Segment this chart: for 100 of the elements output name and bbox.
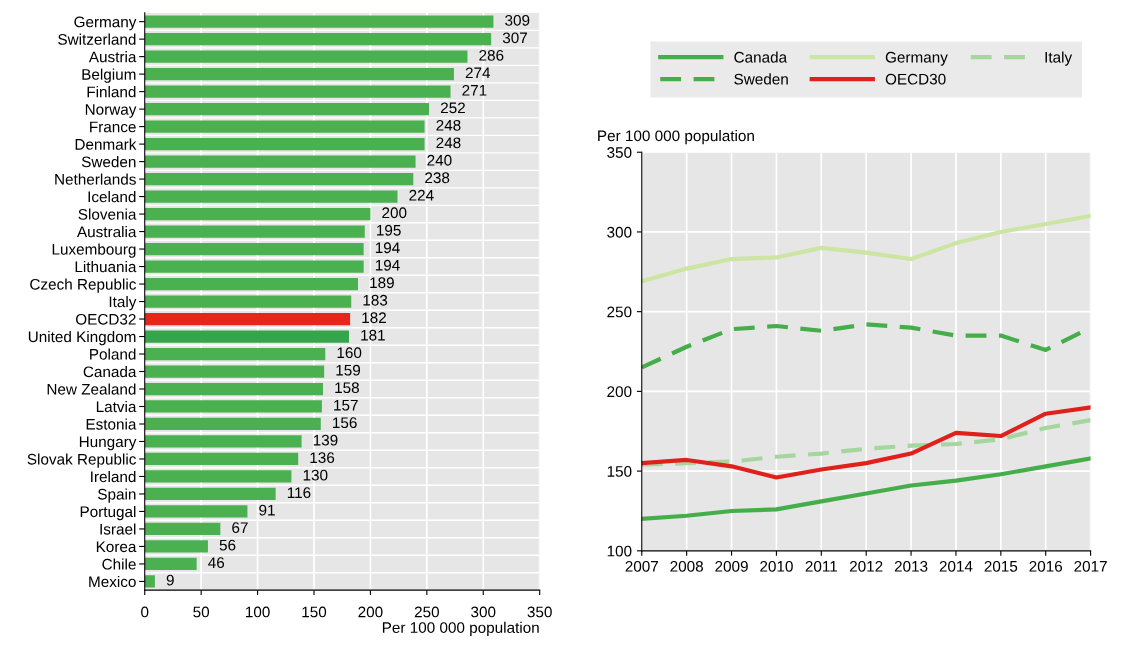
x-tick-label: 2013 xyxy=(894,560,928,572)
y-tick-label: Ireland xyxy=(91,470,136,483)
data-label: 309 xyxy=(505,14,530,26)
y-tick-label: Italy xyxy=(109,296,137,311)
y-tick-label: New Zealand xyxy=(47,383,136,395)
bar xyxy=(144,260,364,273)
data-label: 248 xyxy=(436,119,461,131)
x-tick-label: 2007 xyxy=(625,560,659,572)
y-tick-label: Belgium xyxy=(82,68,136,83)
legend-label: Italy xyxy=(1045,51,1073,66)
data-label: 156 xyxy=(333,417,357,429)
bar xyxy=(144,137,425,151)
bar xyxy=(144,487,276,501)
y-tick-label: Hungary xyxy=(79,436,137,451)
data-label: 252 xyxy=(440,102,465,114)
x-tick-label: 2009 xyxy=(715,560,748,572)
data-label: 200 xyxy=(382,207,407,219)
data-label: 194 xyxy=(375,242,400,254)
y-tick-label: 200 xyxy=(607,386,632,398)
bar xyxy=(144,347,326,361)
bar xyxy=(144,68,454,81)
y-tick-label: France xyxy=(90,121,136,133)
y-tick-label: Slovak Republic xyxy=(27,453,137,468)
bar xyxy=(144,365,325,378)
bar xyxy=(144,330,349,343)
data-label: 116 xyxy=(287,487,311,499)
y-tick-label: 350 xyxy=(607,147,632,158)
x-tick-label: 2010 xyxy=(760,560,793,572)
y-tick-label: Chile xyxy=(102,558,136,570)
y-tick-label: Germany xyxy=(74,16,137,31)
y-tick-label: Iceland xyxy=(88,191,136,203)
y-tick-label: Switzerland xyxy=(58,33,136,45)
data-label: 194 xyxy=(375,259,400,271)
bar xyxy=(144,15,494,28)
data-label: 224 xyxy=(409,189,434,201)
y-tick-label: 250 xyxy=(607,306,632,318)
bar xyxy=(144,102,430,116)
y-tick-label: Finland xyxy=(87,86,136,98)
y-tick-label: Latvia xyxy=(96,400,137,413)
y-tick-label: Estonia xyxy=(86,418,137,430)
data-label: 139 xyxy=(313,434,338,446)
bar xyxy=(144,435,302,448)
y-tick-label: Mexico xyxy=(89,575,136,588)
y-tick-label: Czech Republic xyxy=(30,278,137,293)
y-tick-label: Portugal xyxy=(80,505,136,521)
data-label: 182 xyxy=(362,312,386,324)
y-tick-label: 300 xyxy=(607,226,632,238)
bar xyxy=(144,85,451,98)
data-label: 183 xyxy=(363,294,388,306)
y-tick-label: Spain xyxy=(98,488,136,503)
data-label: 274 xyxy=(465,67,491,79)
data-label: 157 xyxy=(334,399,358,411)
legend-label: Germany xyxy=(885,51,948,66)
y-tick-label: 150 xyxy=(607,465,632,477)
x-tick-label: 2017 xyxy=(1074,560,1107,572)
bar xyxy=(144,382,324,396)
x-tick-label: 2015 xyxy=(984,560,1018,572)
bar xyxy=(144,505,248,518)
x-tick-label: 250 xyxy=(414,606,439,618)
data-label: 56 xyxy=(219,539,236,551)
bar xyxy=(144,575,155,588)
data-label: 307 xyxy=(502,32,527,44)
data-label: 136 xyxy=(310,452,335,464)
line-series xyxy=(641,405,1091,480)
bar xyxy=(144,50,468,63)
data-label: 181 xyxy=(361,329,385,341)
data-label: 286 xyxy=(479,49,504,61)
data-label: 271 xyxy=(462,84,487,96)
x-tick-label: 300 xyxy=(471,606,496,618)
bar xyxy=(144,190,398,203)
x-tick-label: 150 xyxy=(302,606,327,618)
x-axis-title: Per 100 000 population xyxy=(382,621,539,637)
x-tick-label: 50 xyxy=(193,606,210,618)
data-label: 130 xyxy=(303,469,328,481)
y-tick-label: Poland xyxy=(90,348,136,360)
bar xyxy=(144,312,351,326)
y-tick-label: Israel xyxy=(100,523,136,535)
x-tick-label: 0 xyxy=(141,606,149,618)
y-tick-label: Australia xyxy=(77,226,137,238)
bar xyxy=(144,155,416,168)
bar xyxy=(144,540,208,553)
x-tick-label: 2014 xyxy=(939,560,973,572)
x-tick-label: 2011 xyxy=(805,560,837,572)
legend-label: OECD30 xyxy=(885,73,946,85)
bar xyxy=(144,522,221,536)
x-tick-label: 2012 xyxy=(849,560,883,572)
legend-label: Canada xyxy=(734,51,788,63)
legend-label: Sweden xyxy=(734,73,788,85)
bar xyxy=(144,242,364,256)
y-tick-label: Slovenia xyxy=(78,208,137,220)
data-label: 248 xyxy=(436,137,461,149)
data-label: 159 xyxy=(336,364,361,376)
y-tick-label: Sweden xyxy=(81,156,136,168)
y-tick-label: Netherlands xyxy=(55,173,136,185)
line-series xyxy=(641,418,1091,467)
x-tick-label: 350 xyxy=(527,606,552,618)
data-label: 67 xyxy=(232,522,248,534)
bar xyxy=(144,277,359,291)
x-tick-label: 2008 xyxy=(670,560,703,572)
bar xyxy=(144,225,365,238)
